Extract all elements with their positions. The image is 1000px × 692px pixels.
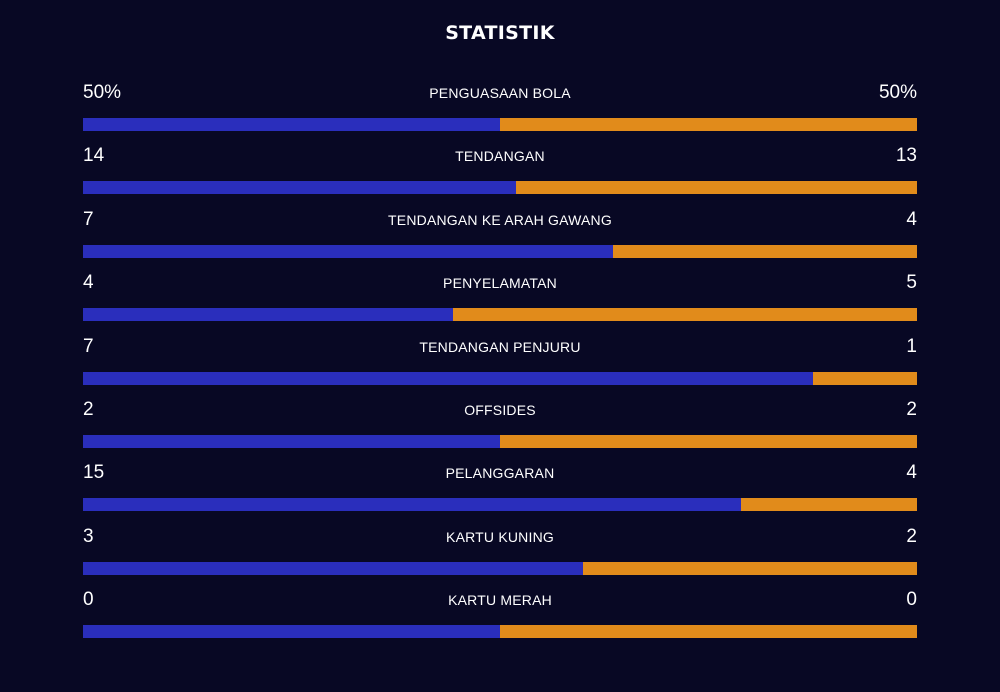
home-value: 3 (83, 525, 94, 547)
stat-row-corners: 7 TENDANGAN PENJURU 1 (83, 336, 917, 399)
away-bar-fill (613, 244, 917, 258)
stat-bar (83, 498, 917, 512)
stat-bar (83, 244, 917, 258)
away-value: 4 (906, 208, 917, 230)
home-bar-fill (83, 625, 500, 639)
stat-label: PENYELAMATAN (443, 275, 557, 292)
home-bar-fill (83, 118, 500, 131)
stat-label: TENDANGAN KE ARAH GAWANG (388, 211, 612, 228)
stat-bar (83, 181, 917, 195)
stat-row-saves: 4 PENYELAMATAN 5 (83, 272, 917, 335)
away-value: 2 (906, 525, 917, 547)
stat-bar (83, 625, 917, 639)
home-value: 4 (83, 272, 94, 294)
stat-label: PELANGGARAN (445, 465, 555, 482)
stat-bar (83, 118, 917, 131)
home-value: 0 (83, 589, 94, 611)
stat-label: KARTU KUNING (446, 528, 554, 545)
away-bar-fill (515, 181, 917, 195)
stat-row-yellow-cards: 3 KARTU KUNING 2 (83, 526, 917, 589)
stats-list: 50% PENGUASAAN BOLA 50% 14 TENDANGAN 1 3 … (83, 82, 917, 653)
page-title: STATISTIK (445, 22, 555, 44)
away-value: 13 (895, 145, 917, 167)
home-bar-fill (83, 498, 742, 512)
home-value: 15 (83, 462, 105, 484)
stat-label: TENDANGAN PENJURU (419, 338, 581, 355)
stat-label: KARTU MERAH (448, 592, 552, 609)
away-bar-fill (812, 371, 917, 385)
home-value: 50% (83, 82, 122, 103)
away-value: 1 (906, 335, 917, 357)
away-bar-fill (741, 498, 917, 512)
stat-row-possession: 50% PENGUASAAN BOLA 50% (83, 82, 917, 145)
home-value: 7 (83, 208, 94, 230)
home-bar-fill (83, 561, 584, 575)
away-bar-fill (500, 118, 917, 131)
stat-bar (83, 371, 917, 385)
stat-bar (83, 561, 917, 575)
home-bar-fill (83, 181, 516, 195)
away-value: 2 (906, 398, 917, 420)
stat-row-fouls: 15 PELANGGARAN 4 (83, 462, 917, 525)
away-value: 4 (906, 462, 917, 484)
away-bar-fill (583, 561, 917, 575)
home-bar-fill (83, 308, 454, 322)
away-value: 0 (906, 589, 917, 611)
stat-row-red-cards: 0 KARTU MERAH 0 (83, 589, 917, 652)
away-bar-fill (500, 434, 917, 448)
home-value: 7 (83, 335, 94, 357)
home-value: 2 (83, 398, 94, 420)
stat-label: OFFSIDES (464, 401, 536, 418)
stat-bar (83, 308, 917, 322)
stat-label: TENDANGAN (455, 148, 545, 165)
home-bar-fill (83, 434, 500, 448)
stat-row-shots: 14 TENDANGAN 13 (83, 145, 917, 208)
away-value: 50% (878, 82, 917, 103)
home-value: 14 (83, 145, 105, 167)
away-value: 5 (906, 272, 917, 294)
home-bar-fill (83, 371, 813, 385)
away-bar-fill (500, 625, 917, 639)
stat-bar (83, 434, 917, 448)
home-bar-fill (83, 244, 614, 258)
stat-label: PENGUASAAN BOLA (429, 85, 571, 101)
stat-row-offsides: 2 OFFSIDES 2 (83, 399, 917, 462)
away-bar-fill (453, 308, 917, 322)
stat-row-shots-on-target: 7 TENDANGAN KE ARAH GAWANG 4 (83, 209, 917, 272)
